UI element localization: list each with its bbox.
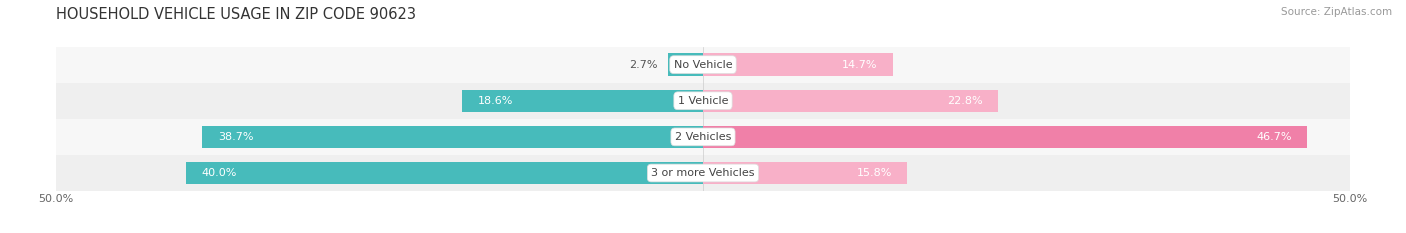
Bar <box>703 126 1308 148</box>
Text: HOUSEHOLD VEHICLE USAGE IN ZIP CODE 90623: HOUSEHOLD VEHICLE USAGE IN ZIP CODE 9062… <box>56 7 416 22</box>
Bar <box>56 155 1350 191</box>
Bar <box>703 53 893 76</box>
Text: 38.7%: 38.7% <box>218 132 253 142</box>
Text: 1 Vehicle: 1 Vehicle <box>678 96 728 106</box>
Bar <box>668 53 703 76</box>
Bar <box>703 89 998 112</box>
Bar <box>56 47 1350 83</box>
Text: 15.8%: 15.8% <box>856 168 891 178</box>
Text: 40.0%: 40.0% <box>201 168 236 178</box>
Text: 14.7%: 14.7% <box>842 60 877 70</box>
Text: 2.7%: 2.7% <box>630 60 658 70</box>
Bar <box>186 162 703 184</box>
Text: No Vehicle: No Vehicle <box>673 60 733 70</box>
Text: 2 Vehicles: 2 Vehicles <box>675 132 731 142</box>
Text: 18.6%: 18.6% <box>478 96 513 106</box>
Text: 3 or more Vehicles: 3 or more Vehicles <box>651 168 755 178</box>
Bar <box>202 126 703 148</box>
Text: 22.8%: 22.8% <box>946 96 983 106</box>
Bar <box>703 162 907 184</box>
Text: 46.7%: 46.7% <box>1256 132 1292 142</box>
Bar <box>56 83 1350 119</box>
Bar <box>56 119 1350 155</box>
Bar <box>463 89 703 112</box>
Text: Source: ZipAtlas.com: Source: ZipAtlas.com <box>1281 7 1392 17</box>
